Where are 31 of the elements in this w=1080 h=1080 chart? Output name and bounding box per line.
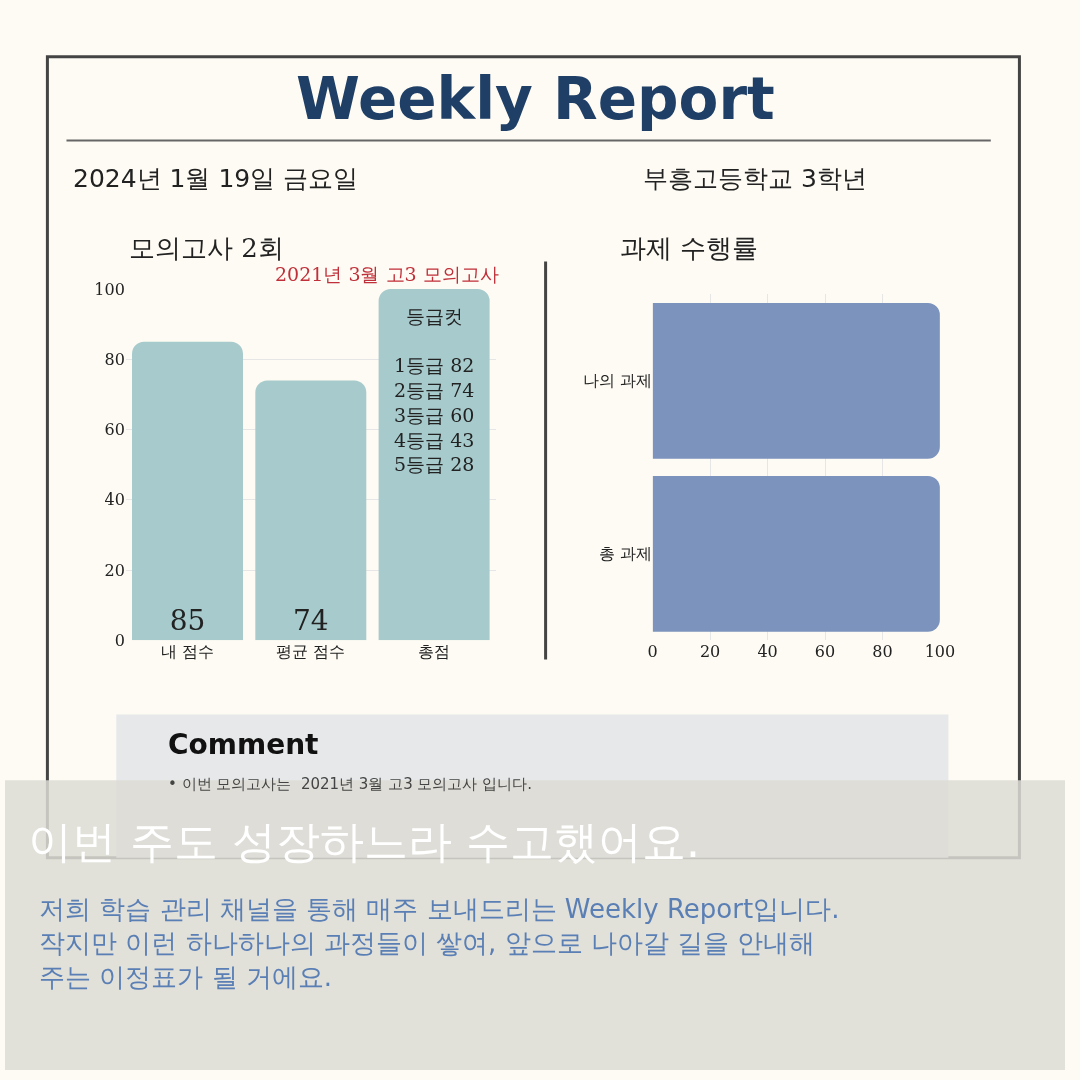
data-label: 85	[169, 604, 206, 638]
x-tick-label: 평균 점수	[276, 642, 346, 662]
x-tick-label: 60	[814, 642, 836, 662]
text: 부흥고등학교 3학년	[643, 164, 867, 193]
chart-subtitle: 2021년 3월 고3 모의고사	[275, 263, 499, 285]
text: 등급컷 1등급 82 2등급 74 3등급 60 4등급 43 5등급 28	[394, 305, 475, 476]
text: 이번 주도 성장하느라 수고했어요.	[28, 816, 700, 867]
bar	[255, 380, 367, 641]
x-tick-label: 40	[757, 642, 778, 662]
text: Comment	[168, 728, 319, 761]
y-tick-label: 나의 과제	[582, 371, 652, 391]
y-tick-label: 60	[104, 420, 125, 440]
y-tick-label: 20	[104, 560, 125, 580]
text: 2024년 1월 19일 금요일	[73, 164, 359, 193]
chart-title: 과제 수행률	[620, 233, 759, 263]
x-tick-label: 80	[872, 642, 893, 662]
text: • 이번 모의고사는 2021년 3월 고3 모의고사 입니다.	[168, 775, 533, 793]
bar	[378, 289, 490, 641]
chart-title: 모의고사 2회	[129, 233, 284, 263]
x-tick-label: 100	[924, 642, 956, 662]
text: 저희 학습 관리 채널을 통해 매주 보내드리는 Weekly Report입니다. 작지만 이런 하나하나의 과정들이 쌓여, 앞으로 나아갈 길을 안내해 주는 이정표가 될 거에요.	[39, 894, 840, 992]
x-tick-label: 총점	[418, 642, 451, 662]
y-tick-label: 40	[104, 490, 125, 510]
y-tick-label: 80	[104, 349, 125, 369]
data-label: 74	[292, 604, 329, 638]
y-tick-label: 총 과제	[598, 544, 652, 564]
text: Weekly Report	[296, 65, 775, 133]
x-tick-label: 내 점수	[160, 642, 215, 662]
y-tick-label: 100	[94, 279, 125, 299]
bar	[132, 341, 243, 641]
x-tick-label: 20	[699, 642, 721, 662]
